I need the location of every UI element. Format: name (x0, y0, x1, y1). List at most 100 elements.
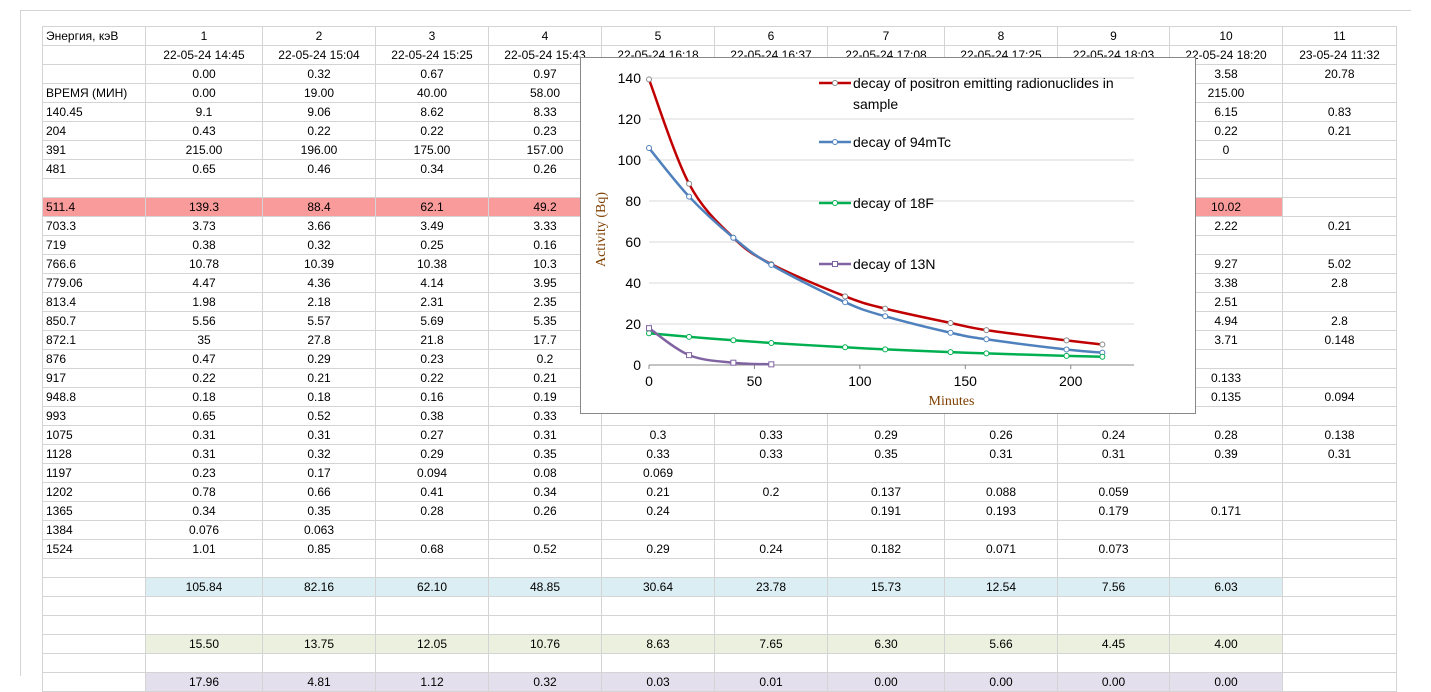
table-cell[interactable]: 703.3 (42, 216, 146, 236)
table-cell[interactable] (714, 520, 828, 540)
table-cell[interactable]: 0.191 (827, 501, 945, 521)
table-cell[interactable]: 0.01 (714, 672, 828, 692)
table-cell[interactable]: 0.32 (262, 235, 376, 255)
table-cell[interactable] (1169, 653, 1283, 673)
table-cell[interactable] (714, 653, 828, 673)
table-cell[interactable] (42, 558, 146, 578)
table-cell[interactable] (714, 558, 828, 578)
table-cell[interactable] (944, 558, 1058, 578)
table-cell[interactable]: 5.69 (375, 311, 489, 331)
table-cell[interactable]: 0.22 (145, 368, 263, 388)
table-cell[interactable] (145, 596, 263, 616)
table-cell[interactable]: 1202 (42, 482, 146, 502)
table-cell[interactable] (1169, 539, 1283, 559)
table-cell[interactable]: 0.31 (145, 425, 263, 445)
table-cell[interactable]: 0.35 (827, 444, 945, 464)
table-cell[interactable] (827, 596, 945, 616)
table-cell[interactable]: 0.33 (601, 444, 715, 464)
table-cell[interactable]: 0.34 (145, 501, 263, 521)
table-cell[interactable]: 0.23 (375, 349, 489, 369)
table-cell[interactable]: 0.33 (714, 425, 828, 445)
table-cell[interactable]: 0.193 (944, 501, 1058, 521)
table-cell[interactable]: 0.18 (145, 387, 263, 407)
table-cell[interactable]: 204 (42, 121, 146, 141)
table-cell[interactable] (488, 558, 602, 578)
table-cell[interactable]: 0.34 (488, 482, 602, 502)
table-cell[interactable] (145, 178, 263, 198)
table-cell[interactable]: 0.25 (375, 235, 489, 255)
table-cell[interactable] (1282, 83, 1397, 103)
table-cell[interactable]: 0.22 (262, 121, 376, 141)
column-header-2[interactable]: 2 (262, 26, 376, 46)
table-cell[interactable]: 215.00 (145, 140, 263, 160)
table-cell[interactable]: 5.56 (145, 311, 263, 331)
table-cell[interactable]: 27.8 (262, 330, 376, 350)
table-cell[interactable] (1057, 615, 1170, 635)
table-cell[interactable]: 0.076 (145, 520, 263, 540)
table-cell[interactable] (262, 653, 376, 673)
table-cell[interactable]: 0.68 (375, 539, 489, 559)
table-cell[interactable]: 0.41 (375, 482, 489, 502)
table-cell[interactable]: 9.1 (145, 102, 263, 122)
table-cell[interactable]: 917 (42, 368, 146, 388)
column-header-9[interactable]: 9 (1057, 26, 1170, 46)
table-cell[interactable] (1282, 482, 1397, 502)
table-cell[interactable]: 0.31 (488, 425, 602, 445)
table-cell[interactable] (1282, 615, 1397, 635)
table-cell[interactable]: 1384 (42, 520, 146, 540)
table-cell[interactable] (1282, 501, 1397, 521)
table-cell[interactable] (262, 558, 376, 578)
table-cell[interactable]: 7.56 (1057, 577, 1170, 597)
table-cell[interactable]: 0.83 (1282, 102, 1397, 122)
table-cell[interactable]: 12.54 (944, 577, 1058, 597)
table-cell[interactable] (1282, 235, 1397, 255)
table-cell[interactable] (601, 615, 715, 635)
table-cell[interactable]: 0.46 (262, 159, 376, 179)
table-cell[interactable]: 0.059 (1057, 482, 1170, 502)
table-cell[interactable] (42, 64, 146, 84)
table-cell[interactable] (1282, 178, 1397, 198)
table-cell[interactable] (42, 178, 146, 198)
table-cell[interactable]: 7.65 (714, 634, 828, 654)
table-cell[interactable]: 0.21 (601, 482, 715, 502)
table-cell[interactable]: 1.98 (145, 292, 263, 312)
table-cell[interactable]: 2.31 (375, 292, 489, 312)
table-cell[interactable]: 0.52 (262, 406, 376, 426)
table-cell[interactable]: 0.21 (262, 368, 376, 388)
table-cell[interactable]: 993 (42, 406, 146, 426)
table-cell[interactable]: 0.00 (1169, 672, 1283, 692)
table-cell[interactable]: 0.18 (262, 387, 376, 407)
table-cell[interactable] (262, 615, 376, 635)
table-cell[interactable]: 0.24 (714, 539, 828, 559)
table-cell[interactable]: 157.00 (488, 140, 602, 160)
table-cell[interactable] (1057, 463, 1170, 483)
table-cell[interactable]: 139.3 (145, 197, 263, 217)
table-cell[interactable]: 481 (42, 159, 146, 179)
table-cell[interactable] (827, 615, 945, 635)
table-cell[interactable]: 10.76 (488, 634, 602, 654)
table-cell[interactable] (375, 596, 489, 616)
table-cell[interactable]: 0.00 (944, 672, 1058, 692)
table-cell[interactable] (944, 520, 1058, 540)
table-cell[interactable] (375, 615, 489, 635)
table-cell[interactable]: 0.39 (1169, 444, 1283, 464)
table-cell[interactable]: 0.16 (375, 387, 489, 407)
table-cell[interactable]: 140.45 (42, 102, 146, 122)
table-cell[interactable] (42, 615, 146, 635)
table-cell[interactable]: 8.33 (488, 102, 602, 122)
table-cell[interactable]: 10.39 (262, 254, 376, 274)
table-cell[interactable]: 1.01 (145, 539, 263, 559)
table-cell[interactable]: 5.02 (1282, 254, 1397, 274)
table-cell[interactable]: 0.52 (488, 539, 602, 559)
table-cell[interactable] (1169, 615, 1283, 635)
table-cell[interactable]: 0.088 (944, 482, 1058, 502)
table-cell[interactable] (145, 653, 263, 673)
table-cell[interactable] (1282, 558, 1397, 578)
table-cell[interactable]: 0.17 (262, 463, 376, 483)
table-cell[interactable]: 0.148 (1282, 330, 1397, 350)
table-cell[interactable] (1282, 197, 1397, 217)
column-header-10[interactable]: 10 (1169, 26, 1283, 46)
table-cell[interactable]: 0.34 (375, 159, 489, 179)
table-cell[interactable]: 0.67 (375, 64, 489, 84)
table-cell[interactable]: 0.16 (488, 235, 602, 255)
